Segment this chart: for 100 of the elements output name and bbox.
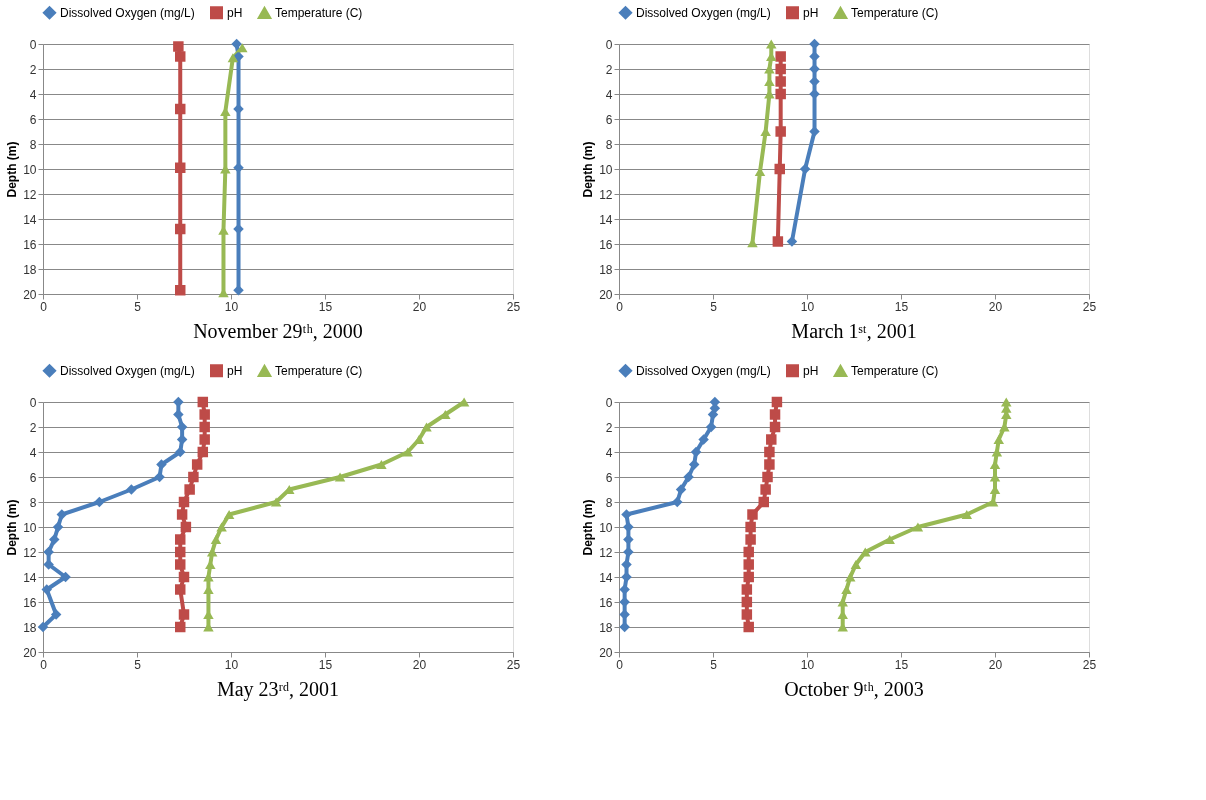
y-tick-label: 0 xyxy=(29,395,37,410)
point xyxy=(766,39,777,49)
point xyxy=(621,509,632,520)
y-tick-label: 6 xyxy=(605,112,613,127)
point xyxy=(775,126,786,137)
point xyxy=(769,409,781,420)
point xyxy=(743,559,754,570)
point xyxy=(421,422,432,432)
point xyxy=(175,621,186,633)
text: October 9ᵗʰ, 2003 xyxy=(784,678,924,700)
point xyxy=(41,584,52,595)
point xyxy=(199,421,210,433)
y-tick-label: 2 xyxy=(29,62,37,77)
y-tick-label: 12 xyxy=(599,187,613,202)
y-tick-label: 4 xyxy=(605,87,613,102)
x-tick-label: 20 xyxy=(412,657,427,672)
y-tick-label: 12 xyxy=(599,545,613,560)
x-tick-label: 15 xyxy=(894,657,909,672)
y-tick-label: 6 xyxy=(605,470,613,485)
y-tick-label: 16 xyxy=(599,595,613,610)
y-tick-label: 10 xyxy=(23,520,37,535)
point xyxy=(762,471,773,483)
legend-label: Dissolved Oxygen (mg/L) xyxy=(636,363,771,378)
text: May 23ʳᵈ, 2001 xyxy=(216,678,340,701)
x-tick-label: 5 xyxy=(710,299,718,314)
text: March 1ˢᵗ, 2001 xyxy=(791,320,917,342)
point xyxy=(223,509,235,520)
y-tick-label: 6 xyxy=(29,470,37,485)
point xyxy=(176,509,188,520)
point xyxy=(94,496,105,508)
legend-label: pH xyxy=(803,363,819,378)
y-tick-label: 2 xyxy=(29,420,37,435)
point xyxy=(216,522,227,532)
y-axis-title: Depth (m) xyxy=(5,141,20,198)
point xyxy=(191,459,203,470)
point xyxy=(237,43,248,53)
point xyxy=(698,434,709,445)
legend-label: Temperature (C) xyxy=(851,6,939,21)
point xyxy=(178,496,190,508)
y-tick-label: 20 xyxy=(23,645,37,660)
legend-label: Temperature (C) xyxy=(851,364,939,379)
y-tick-label: 2 xyxy=(605,62,613,77)
point xyxy=(175,51,186,62)
point xyxy=(178,609,190,620)
point xyxy=(884,534,895,545)
x-tick-label: 10 xyxy=(224,657,239,672)
point xyxy=(334,472,346,482)
point xyxy=(178,571,190,583)
point xyxy=(210,534,222,545)
legend-label: Dissolved Oxygen (mg/L) xyxy=(60,5,195,20)
point xyxy=(175,285,186,296)
x-tick-label: 10 xyxy=(800,657,815,672)
point xyxy=(60,571,71,583)
x-tick-label: 15 xyxy=(318,657,333,672)
y-tick-label: 18 xyxy=(599,262,613,277)
point xyxy=(180,521,192,533)
point xyxy=(672,496,683,508)
legend-label: pH xyxy=(227,363,243,378)
y-tick-label: 16 xyxy=(599,237,613,252)
point xyxy=(771,396,783,408)
point xyxy=(683,471,694,483)
point xyxy=(126,484,137,495)
x-tick-label: 0 xyxy=(40,657,48,672)
x-tick-label: 5 xyxy=(134,299,142,314)
point xyxy=(786,236,798,247)
y-tick-label: 10 xyxy=(599,520,613,535)
y-tick-label: 14 xyxy=(599,570,613,585)
point xyxy=(206,547,218,557)
point xyxy=(197,446,209,458)
y-tick-label: 0 xyxy=(29,37,37,52)
y-tick-label: 12 xyxy=(23,187,37,202)
point xyxy=(747,509,758,520)
legend-label: Temperature (C) xyxy=(275,364,363,379)
y-axis-title: Depth (m) xyxy=(581,499,596,556)
point xyxy=(233,285,244,296)
y-tick-label: 4 xyxy=(605,445,613,460)
point xyxy=(961,509,973,520)
y-axis-title: Depth (m) xyxy=(581,141,596,198)
point xyxy=(37,621,49,633)
point xyxy=(49,534,60,545)
point xyxy=(845,572,856,582)
point xyxy=(376,459,387,470)
x-tick-label: 10 xyxy=(224,299,239,314)
point xyxy=(775,63,786,75)
legend-label: Temperature (C) xyxy=(275,6,363,21)
legend-label: Dissolved Oxygen (mg/L) xyxy=(636,5,771,20)
point xyxy=(623,534,634,545)
x-tick-label: 10 xyxy=(800,299,815,314)
point xyxy=(199,409,210,420)
point xyxy=(758,496,769,508)
point xyxy=(775,51,786,62)
x-tick-label: 25 xyxy=(1082,657,1097,672)
x-tick-label: 0 xyxy=(616,299,624,314)
point xyxy=(860,547,871,557)
y-tick-label: 10 xyxy=(599,162,613,177)
y-tick-label: 8 xyxy=(605,495,613,510)
y-tick-label: 8 xyxy=(29,137,37,152)
y-tick-label: 4 xyxy=(29,445,37,460)
x-tick-label: 5 xyxy=(710,657,718,672)
point xyxy=(402,447,413,457)
